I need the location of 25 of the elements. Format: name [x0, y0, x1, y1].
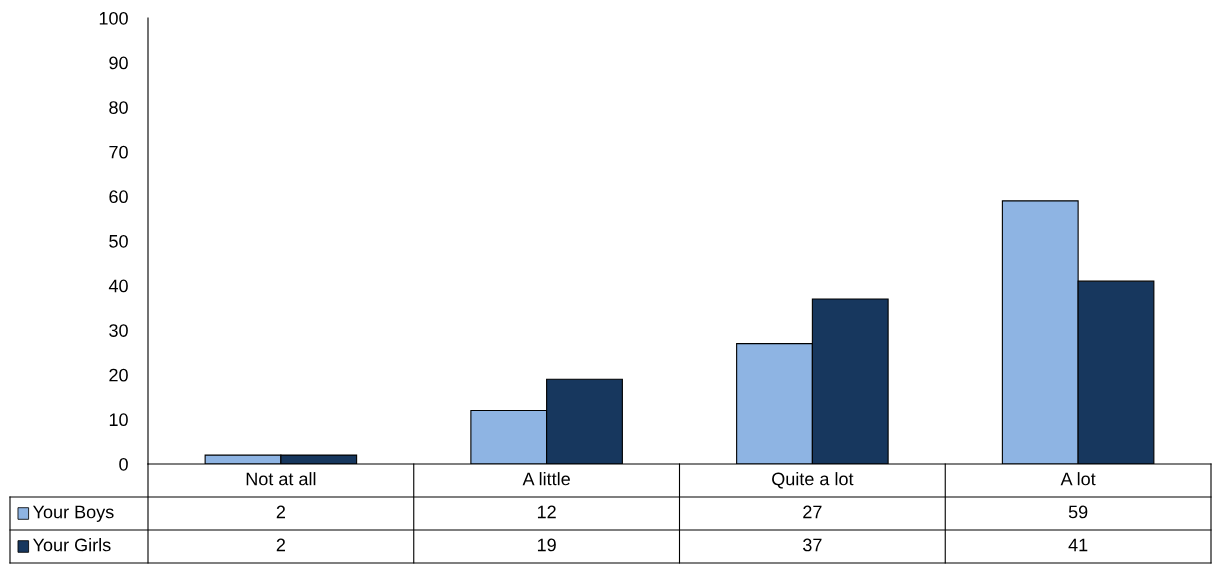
data-label: 27	[803, 505, 822, 519]
y-tick-label: 40	[108, 279, 128, 293]
legend-label: Your Girls	[32, 538, 111, 552]
y-tick-label: 10	[109, 413, 128, 427]
x-tick-label: A little	[522, 472, 570, 486]
data-label: 2	[276, 505, 285, 519]
legend-label: Your Boys	[32, 505, 114, 522]
data-label: 2	[276, 538, 285, 552]
y-tick-label: 80	[109, 101, 128, 114]
x-tick-label: Quite a lot	[772, 472, 854, 489]
data-label: 41	[1068, 538, 1088, 552]
y-tick-label: 50	[109, 234, 128, 248]
data-label: 37	[803, 538, 822, 552]
y-tick-label: 20	[109, 368, 128, 382]
data-label: 19	[537, 538, 556, 552]
y-tick-label: 0	[119, 457, 128, 471]
y-tick-label: 90	[109, 56, 128, 70]
x-tick-label: A lot	[1060, 472, 1096, 486]
data-label: 12	[537, 505, 556, 519]
y-tick-label: 70	[109, 145, 128, 159]
y-tick-label: 100	[99, 11, 128, 25]
data-label: 59	[1068, 505, 1088, 519]
y-tick-label: 60	[109, 190, 128, 204]
y-tick-label: 30	[109, 324, 128, 337]
x-tick-label: Not at all	[246, 472, 316, 486]
